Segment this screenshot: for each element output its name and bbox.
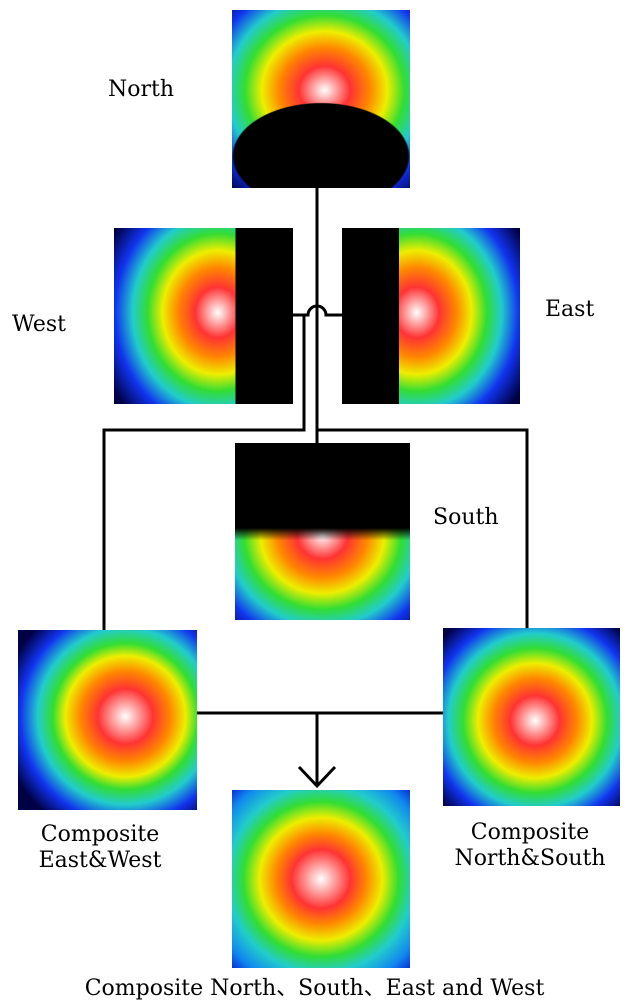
composite-ns-label: Composite North&South bbox=[445, 820, 615, 872]
label-line: Composite bbox=[445, 820, 615, 846]
north-image bbox=[232, 10, 410, 188]
south-label: South bbox=[433, 505, 499, 531]
composite-ns-image bbox=[443, 628, 620, 806]
west-image bbox=[114, 228, 293, 404]
label-line: North&South bbox=[445, 846, 615, 872]
label-line: Composite bbox=[20, 822, 180, 848]
composite-ew-image bbox=[18, 630, 197, 810]
composite-ew-label: Composite East&West bbox=[20, 822, 180, 874]
composite-all-image bbox=[232, 790, 410, 968]
east-image bbox=[342, 228, 520, 404]
east-label: East bbox=[545, 297, 594, 323]
north-label: North bbox=[108, 77, 174, 103]
composite-connector bbox=[197, 713, 443, 786]
label-line: East&West bbox=[20, 848, 180, 874]
south-image bbox=[235, 443, 410, 620]
composite-all-label: Composite North、South、East and West bbox=[0, 976, 629, 1001]
diagram: North West East South Composite East&Wes… bbox=[0, 0, 629, 1001]
west-label: West bbox=[12, 312, 66, 338]
